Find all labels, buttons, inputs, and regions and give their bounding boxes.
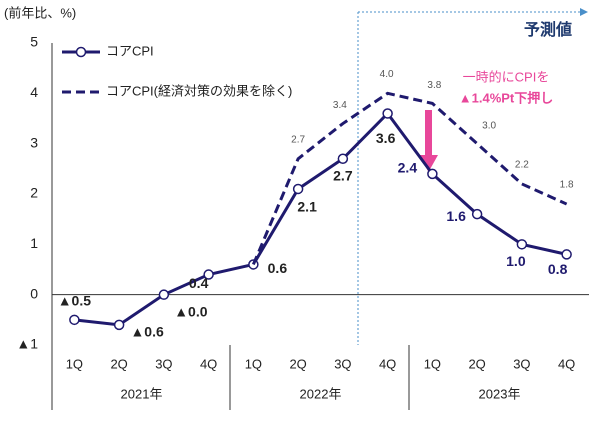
year-label: 2021年 <box>121 386 163 401</box>
legend-label: コアCPI <box>106 43 154 58</box>
series-line <box>251 91 568 266</box>
legend-marker <box>75 46 87 58</box>
data-label: 1.0 <box>506 253 526 269</box>
y-tick-label: 3 <box>30 134 38 150</box>
point <box>69 314 80 326</box>
data-label: ▲0.5 <box>58 293 92 309</box>
x-tick-label: 4Q <box>200 356 217 371</box>
annotation-arrow <box>425 110 432 155</box>
point <box>382 108 393 119</box>
forecast-label: 予測値 <box>524 20 572 39</box>
annotation: ▲1.4%Pt下押し <box>459 90 554 105</box>
data-label: 2.4 <box>398 160 418 176</box>
data-label: 0.4 <box>189 275 209 291</box>
data-label: 2.7 <box>333 167 353 183</box>
data-label: 3.4 <box>333 100 347 111</box>
x-tick-label: 2Q <box>110 356 127 371</box>
legend-label: コアCPI(経済対策の効果を除く) <box>106 83 292 98</box>
point <box>471 208 483 220</box>
data-label: 4.0 <box>380 69 394 80</box>
x-tick-label: 1Q <box>245 356 262 371</box>
x-tick-label: 3Q <box>155 356 172 371</box>
x-tick-label: 3Q <box>334 356 351 371</box>
point <box>158 289 170 300</box>
data-label: ▲0.6 <box>130 324 164 340</box>
x-tick-label: 4Q <box>558 356 575 371</box>
point <box>203 269 214 280</box>
point <box>516 239 528 250</box>
y-tick-label: 1 <box>30 235 38 251</box>
data-label: 3.8 <box>427 80 441 91</box>
x-tick-label: 2Q <box>289 356 306 371</box>
year-label: 2022年 <box>300 386 342 401</box>
data-label: 0.6 <box>268 260 288 276</box>
forecast-arrowhead <box>580 8 588 16</box>
y-tick-label: 4 <box>30 84 38 100</box>
y-tick-label: ▲1 <box>16 336 38 352</box>
year-label: 2023年 <box>479 386 521 401</box>
y-tick-label: 2 <box>30 185 38 201</box>
x-tick-label: 4Q <box>379 356 396 371</box>
data-label: 1.6 <box>446 208 466 224</box>
x-tick-label: 3Q <box>513 356 530 371</box>
data-label: 1.8 <box>560 180 574 191</box>
y-tick-label: 5 <box>30 34 38 50</box>
data-label: 0.8 <box>548 261 568 277</box>
data-label: 2.1 <box>297 199 317 215</box>
data-label: ▲0.0 <box>174 303 208 319</box>
point <box>427 168 438 180</box>
y-tick-label: 0 <box>30 285 38 301</box>
data-label: 3.6 <box>376 130 396 146</box>
data-label: 2.7 <box>291 134 305 145</box>
y-axis-label: (前年比、%) <box>4 5 76 20</box>
x-tick-label: 1Q <box>424 356 441 371</box>
point <box>561 249 572 260</box>
point <box>292 183 304 195</box>
point <box>113 319 125 331</box>
data-label: 2.2 <box>515 160 529 171</box>
x-tick-label: 1Q <box>66 356 83 371</box>
x-tick-label: 2Q <box>468 356 485 371</box>
annotation: 一時的にCPIを <box>463 69 550 84</box>
data-label: 3.0 <box>482 120 496 131</box>
annotation-arrowhead <box>419 155 438 172</box>
point <box>337 153 349 165</box>
series-line <box>74 111 567 327</box>
